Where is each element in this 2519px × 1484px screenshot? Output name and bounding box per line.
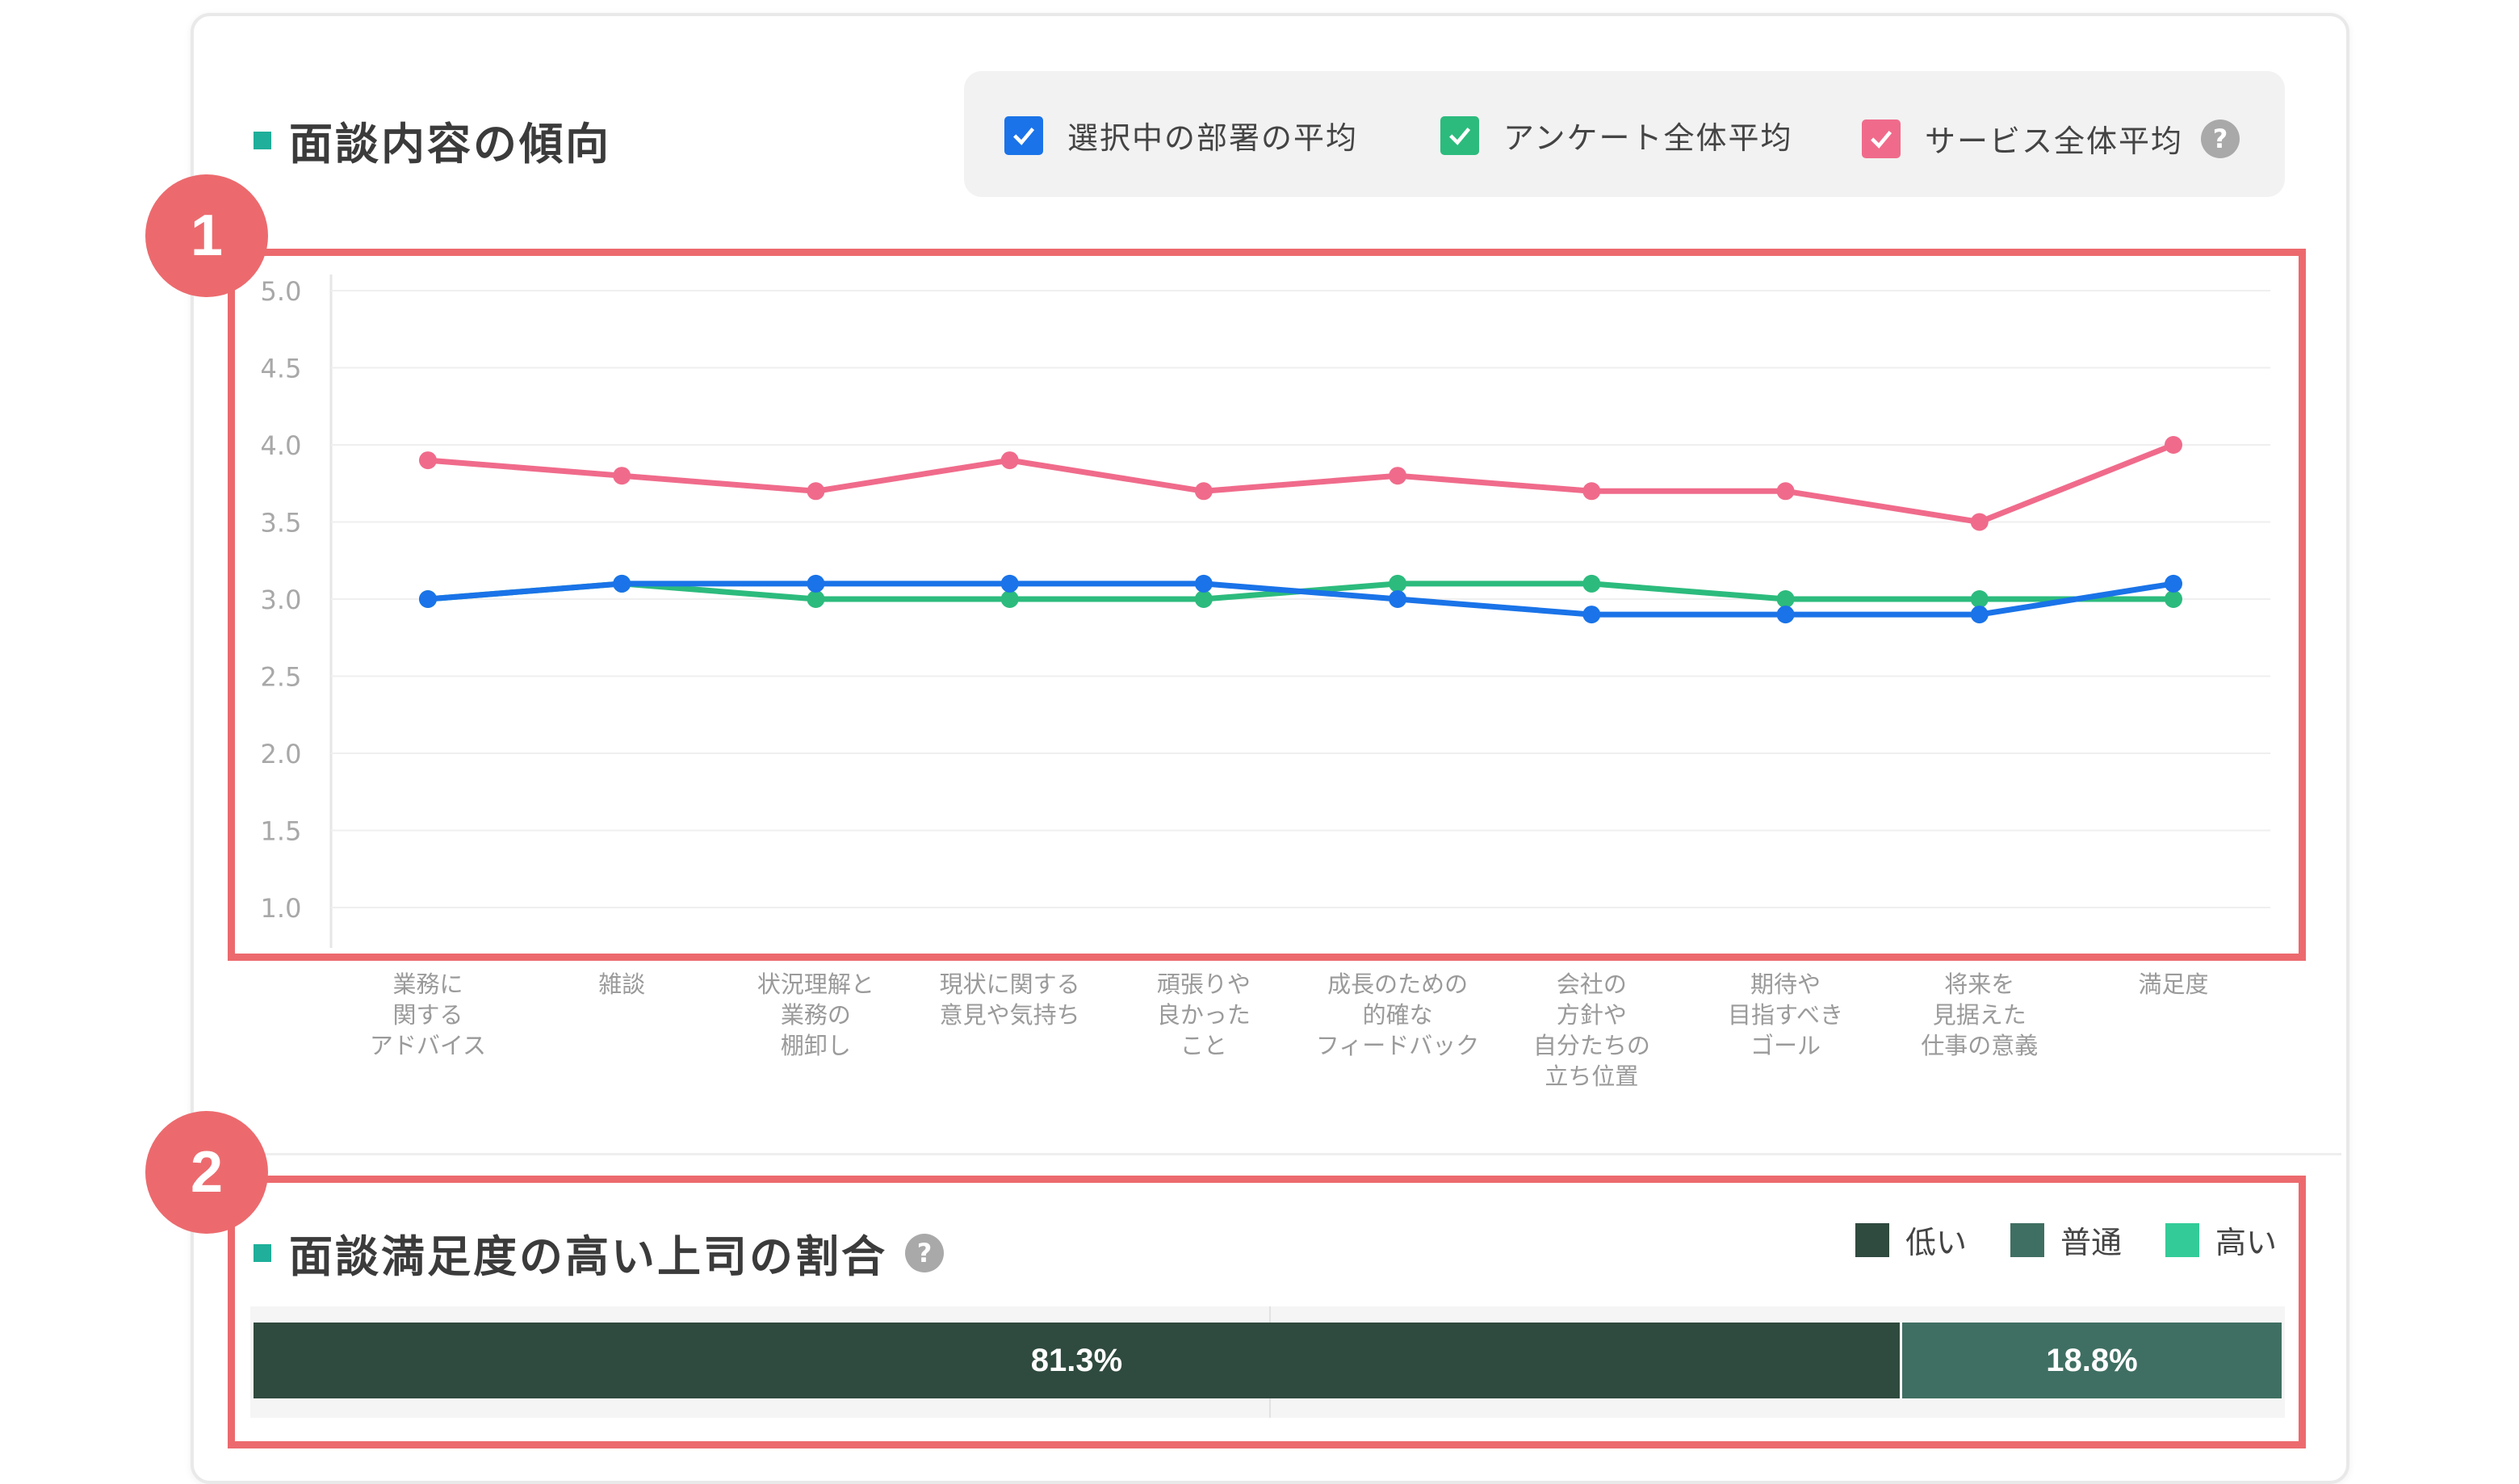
x-tick-label: 期待や 目指すべき ゴール [1728, 970, 1844, 1059]
y-tick-label: 4.5 [261, 354, 302, 384]
bar-segment-low[interactable]: 81.3% [254, 1323, 1902, 1398]
y-tick-label: 1.5 [261, 816, 302, 847]
legend-item-survey-average[interactable]: アンケート全体平均 [1440, 113, 1792, 157]
legend-label: 選択中の部署の平均 [1067, 120, 1359, 156]
legend-label: 低い [1905, 1225, 1968, 1260]
x-tick-label: 頑張りや 良かった こと [1156, 970, 1251, 1059]
data-point[interactable] [807, 574, 825, 593]
section-divider [194, 1153, 2341, 1155]
data-point[interactable] [1389, 574, 1407, 593]
legend-low: 低い [1855, 1218, 1967, 1262]
step-badge-2: 2 [145, 1111, 268, 1234]
data-point[interactable] [419, 451, 437, 470]
legend-label: 高い [2215, 1225, 2278, 1260]
series-legend: 選択中の部署の平均 アンケート全体平均 サービス全体平均 ? [964, 71, 2285, 197]
checkbox-icon[interactable] [1004, 115, 1043, 155]
data-point[interactable] [1970, 590, 1989, 608]
x-tick-label: 将来を 見据えた 仕事の意義 [1921, 970, 2039, 1059]
x-tick-label: 会社の 方針や 自分たちの 立ち位置 [1532, 970, 1650, 1090]
data-point[interactable] [1970, 606, 1989, 624]
swatch [2010, 1222, 2044, 1257]
dashboard-card [191, 13, 2349, 1484]
segment-label: 81.3% [1030, 1342, 1123, 1378]
data-point[interactable] [613, 574, 631, 593]
data-point[interactable] [1389, 467, 1407, 485]
data-point[interactable] [1389, 590, 1407, 608]
data-point[interactable] [807, 590, 825, 608]
data-point[interactable] [2165, 574, 2182, 593]
data-point[interactable] [1776, 606, 1795, 624]
data-point[interactable] [1776, 590, 1795, 608]
series-line [427, 442, 2175, 525]
bar-segment-normal[interactable]: 18.8% [1902, 1323, 2282, 1398]
satisfaction-section-title: 面談満足度の高い上司の割合 ? [254, 1221, 944, 1285]
data-point[interactable] [419, 590, 437, 608]
help-icon[interactable]: ? [905, 1233, 944, 1272]
y-tick-label: 2.0 [261, 739, 302, 769]
x-tick-label: 現状に関する 意見や気持ち [939, 970, 1080, 1029]
legend-label: 普通 [2060, 1225, 2123, 1260]
x-tick-label: 業務に 関する アドバイス [369, 970, 487, 1059]
data-point[interactable] [1194, 482, 1213, 501]
checkbox-icon[interactable] [1862, 119, 1901, 158]
title-marker [254, 131, 271, 149]
trend-title-text: 面談内容の傾向 [289, 119, 611, 170]
legend-item-service-average[interactable]: サービス全体平均 ? [1862, 116, 2240, 161]
x-tick-label: 雑談 [598, 970, 646, 998]
y-tick-label: 4.0 [261, 430, 302, 461]
legend-label: アンケート全体平均 [1503, 120, 1793, 156]
swatch [1855, 1222, 1889, 1257]
y-tick-label: 3.5 [261, 508, 302, 539]
satisfaction-bar: 81.3% 18.8% [250, 1306, 2285, 1418]
x-tick-label: 満足度 [2138, 970, 2209, 998]
satisfaction-title-text: 面談満足度の高い上司の割合 [289, 1231, 887, 1282]
data-point[interactable] [1000, 590, 1019, 608]
data-point[interactable] [1194, 590, 1213, 608]
data-point[interactable] [613, 467, 631, 485]
data-point[interactable] [807, 482, 825, 501]
legend-high: 高い [2165, 1218, 2277, 1262]
data-point[interactable] [1194, 574, 1213, 593]
data-point[interactable] [1970, 513, 1989, 531]
y-tick-label: 3.0 [261, 585, 302, 615]
legend-normal: 普通 [2010, 1218, 2122, 1262]
legend-label: サービス全体平均 [1925, 124, 2184, 159]
highlight-box-1 [228, 249, 2306, 961]
data-point[interactable] [1000, 574, 1019, 593]
data-point[interactable] [2165, 436, 2182, 454]
data-point[interactable] [1000, 451, 1019, 470]
series-line [427, 581, 2174, 618]
y-tick-label: 1.0 [261, 893, 302, 924]
step-badge-1: 1 [145, 174, 268, 297]
data-point[interactable] [1582, 574, 1601, 593]
x-tick-label: 状況理解と 業務の 棚卸し [757, 970, 874, 1059]
highlight-box-2 [228, 1176, 2306, 1448]
title-marker [254, 1243, 271, 1262]
data-point[interactable] [2165, 590, 2182, 608]
y-tick-label: 5.0 [261, 276, 302, 307]
segment-label: 18.8% [2046, 1342, 2138, 1378]
data-point[interactable] [1582, 482, 1601, 501]
swatch [2165, 1222, 2199, 1257]
x-tick-label: 成長のための 的確な フィードバック [1315, 970, 1480, 1059]
trend-section-title: 面談内容の傾向 [254, 108, 611, 172]
legend-item-selected-department[interactable]: 選択中の部署の平均 [1004, 113, 1358, 157]
data-point[interactable] [1582, 606, 1601, 624]
y-tick-label: 2.5 [261, 662, 302, 693]
checkbox-icon[interactable] [1440, 115, 1479, 155]
help-icon[interactable]: ? [2201, 119, 2240, 158]
data-point[interactable] [1776, 482, 1795, 501]
